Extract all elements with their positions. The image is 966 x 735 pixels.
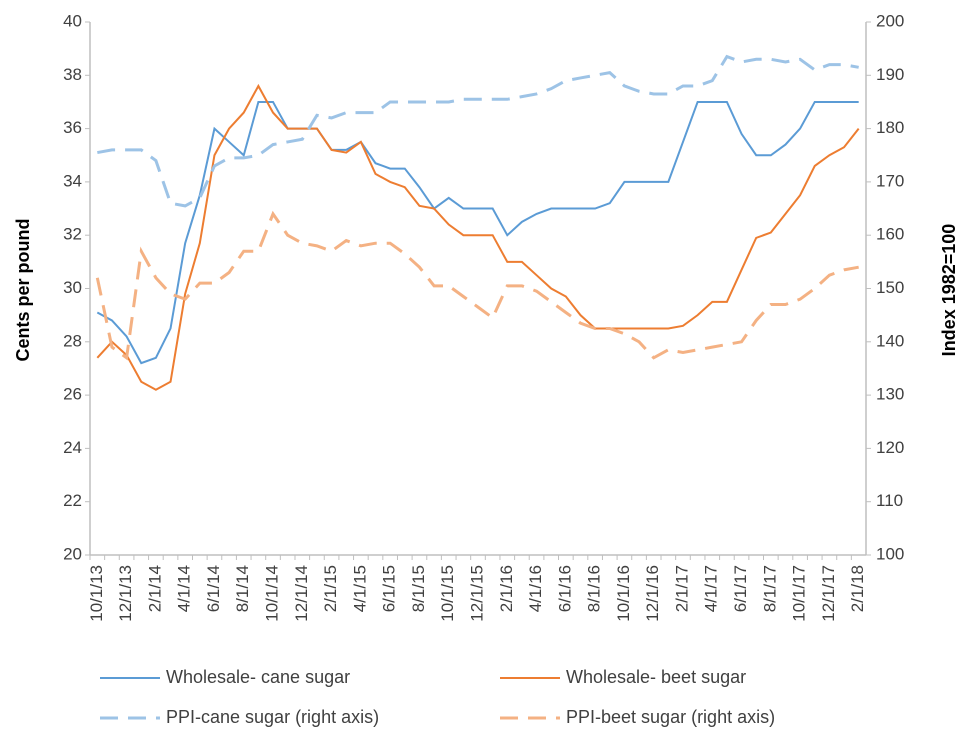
y-tick-label: 34	[63, 171, 82, 190]
y2-tick-label: 150	[876, 278, 904, 297]
y2-tick-label: 130	[876, 385, 904, 404]
series-line	[97, 54, 859, 208]
y-tick-label: 28	[63, 331, 82, 350]
y-tick-label: 38	[63, 65, 82, 84]
x-tick-label: 10/1/15	[438, 565, 457, 622]
series-line	[95, 210, 859, 361]
y-tick-label: 36	[63, 118, 82, 137]
legend-label: PPI-beet sugar (right axis)	[566, 707, 775, 727]
x-tick-label: 10/1/17	[790, 565, 809, 622]
x-tick-label: 8/1/14	[233, 565, 252, 612]
x-tick-label: 2/1/14	[145, 565, 164, 612]
x-tick-label: 8/1/17	[760, 565, 779, 612]
y2-tick-label: 180	[876, 118, 904, 137]
x-tick-label: 12/1/13	[116, 565, 135, 622]
legend-label: Wholesale- beet sugar	[566, 667, 746, 687]
x-tick-label: 6/1/16	[555, 565, 574, 612]
x-tick-label: 4/1/15	[350, 565, 369, 612]
x-tick-label: 8/1/16	[585, 565, 604, 612]
y2-tick-label: 140	[876, 331, 904, 350]
x-tick-label: 12/1/14	[292, 565, 311, 622]
y-tick-label: 32	[63, 225, 82, 244]
x-tick-label: 6/1/14	[204, 565, 223, 612]
y-tick-label: 24	[63, 438, 82, 457]
y2-tick-label: 170	[876, 171, 904, 190]
x-tick-label: 10/1/13	[87, 565, 106, 622]
x-tick-label: 2/1/18	[848, 565, 867, 612]
x-tick-label: 12/1/15	[467, 565, 486, 622]
x-tick-label: 12/1/16	[643, 565, 662, 622]
x-tick-label: 2/1/17	[672, 565, 691, 612]
x-tick-label: 10/1/14	[263, 565, 282, 622]
x-tick-label: 4/1/16	[526, 565, 545, 612]
series-line	[96, 83, 860, 391]
y-tick-label: 30	[63, 278, 82, 297]
y2-tick-label: 110	[876, 491, 903, 510]
series-line	[96, 100, 859, 365]
y2-axis-title: Index 1982=100	[939, 224, 959, 357]
x-tick-label: 12/1/17	[819, 565, 838, 622]
y2-tick-label: 160	[876, 225, 904, 244]
x-tick-label: 2/1/15	[321, 565, 340, 612]
x-tick-label: 4/1/14	[175, 565, 194, 612]
x-tick-label: 6/1/15	[380, 565, 399, 612]
y-tick-label: 20	[63, 544, 82, 563]
y-tick-label: 40	[63, 11, 82, 30]
x-tick-label: 10/1/16	[614, 565, 633, 622]
y2-tick-label: 200	[876, 11, 904, 30]
x-tick-label: 6/1/17	[731, 565, 750, 612]
x-tick-label: 8/1/15	[409, 565, 428, 612]
y-tick-label: 26	[63, 385, 82, 404]
legend-label: Wholesale- cane sugar	[166, 667, 350, 687]
y2-tick-label: 120	[876, 438, 904, 457]
x-tick-label: 4/1/17	[702, 565, 721, 612]
legend-label: PPI-cane sugar (right axis)	[166, 707, 379, 727]
x-tick-label: 2/1/16	[497, 565, 516, 612]
y-axis-title: Cents per pound	[13, 219, 33, 362]
y-tick-label: 22	[63, 491, 82, 510]
y2-tick-label: 100	[876, 544, 904, 563]
y2-tick-label: 190	[876, 65, 904, 84]
